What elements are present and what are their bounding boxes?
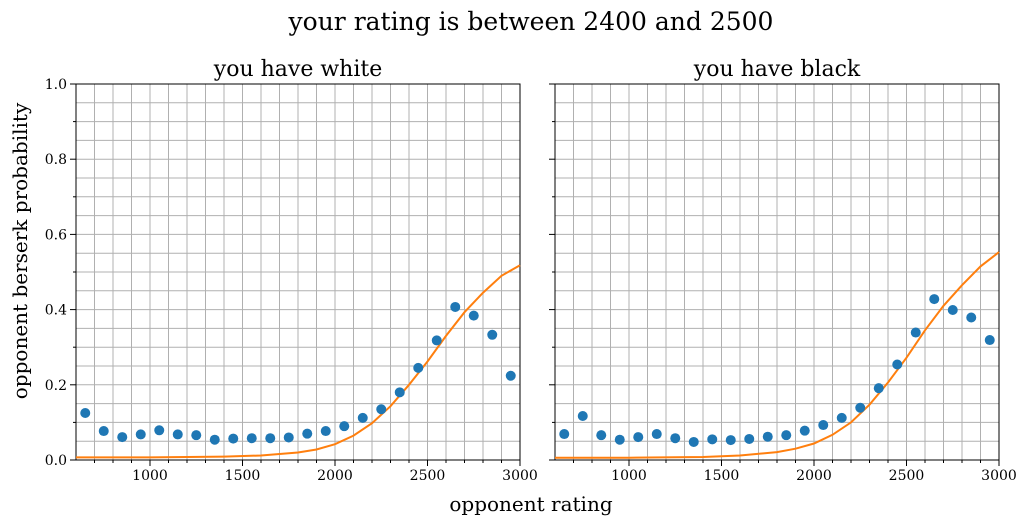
data-point xyxy=(818,420,829,431)
data-point xyxy=(283,432,294,443)
data-point xyxy=(688,436,699,447)
data-point xyxy=(228,433,239,444)
data-point xyxy=(376,404,387,415)
data-point xyxy=(670,433,681,444)
fit-curve xyxy=(555,251,1000,459)
data-point xyxy=(302,428,313,439)
data-point xyxy=(984,335,995,346)
panel-white: you have white 1000 1500 2000 2500 3000 0.0 0.2… xyxy=(45,57,538,484)
data-point xyxy=(873,383,884,394)
y-tick-label: 0.0 xyxy=(45,453,67,469)
data-point xyxy=(135,429,146,440)
panel-title: you have black xyxy=(693,57,861,82)
x-tick-label: 3000 xyxy=(502,468,538,484)
data-point xyxy=(246,433,257,444)
data-point xyxy=(744,433,755,444)
data-point xyxy=(892,359,903,370)
data-point xyxy=(339,421,350,432)
data-point xyxy=(117,432,128,443)
data-point xyxy=(191,430,202,441)
x-tick-label: 2500 xyxy=(889,468,925,484)
x-tick-label: 1500 xyxy=(704,468,740,484)
figure-ylabel: opponent berserk probability xyxy=(8,102,32,399)
data-point xyxy=(966,312,977,323)
data-point xyxy=(577,411,588,422)
data-point xyxy=(651,429,662,440)
data-point xyxy=(799,425,810,436)
data-point xyxy=(559,429,570,440)
data-point xyxy=(596,430,607,441)
figure-suptitle: your rating is between 2400 and 2500 xyxy=(288,7,774,36)
panel-title: you have white xyxy=(213,57,382,82)
x-tick-label: 1500 xyxy=(225,468,261,484)
data-point xyxy=(450,301,461,312)
data-point xyxy=(468,310,479,321)
y-tick-label: 0.6 xyxy=(45,227,67,243)
x-tick-label: 2000 xyxy=(317,468,353,484)
x-tick-label: 2500 xyxy=(410,468,446,484)
data-point xyxy=(781,430,792,441)
data-point xyxy=(505,370,516,381)
data-point xyxy=(947,304,958,315)
data-point xyxy=(929,294,940,305)
x-tick-label: 1000 xyxy=(132,468,168,484)
data-point xyxy=(614,434,625,445)
data-point xyxy=(836,412,847,423)
x-tick-label: 1000 xyxy=(611,468,647,484)
x-tick-label: 2000 xyxy=(796,468,832,484)
panel-black: you have black 1000 1500 2000 2500 3000 xyxy=(549,57,1017,484)
data-point xyxy=(209,434,220,445)
x-tick-label: 3000 xyxy=(981,468,1017,484)
y-tick-label: 0.2 xyxy=(45,378,67,394)
data-point xyxy=(707,434,718,445)
fit-curve xyxy=(76,264,521,459)
data-point xyxy=(487,329,498,340)
y-tick-label: 0.8 xyxy=(45,152,67,168)
data-point xyxy=(633,432,644,443)
data-point xyxy=(394,387,405,398)
data-point xyxy=(725,435,736,446)
y-tick-label: 0.4 xyxy=(45,303,67,319)
data-point xyxy=(413,362,424,373)
data-point xyxy=(265,433,276,444)
data-point xyxy=(320,426,331,437)
data-point xyxy=(762,431,773,442)
data-point xyxy=(172,429,183,440)
data-point xyxy=(431,335,442,346)
data-point xyxy=(855,402,866,413)
data-point xyxy=(154,425,165,436)
data-point xyxy=(80,408,91,418)
data-point xyxy=(357,412,368,423)
data-point xyxy=(98,426,109,437)
figure-xlabel: opponent rating xyxy=(449,492,612,516)
y-tick-label: 1.0 xyxy=(45,77,67,93)
data-point xyxy=(910,327,921,338)
